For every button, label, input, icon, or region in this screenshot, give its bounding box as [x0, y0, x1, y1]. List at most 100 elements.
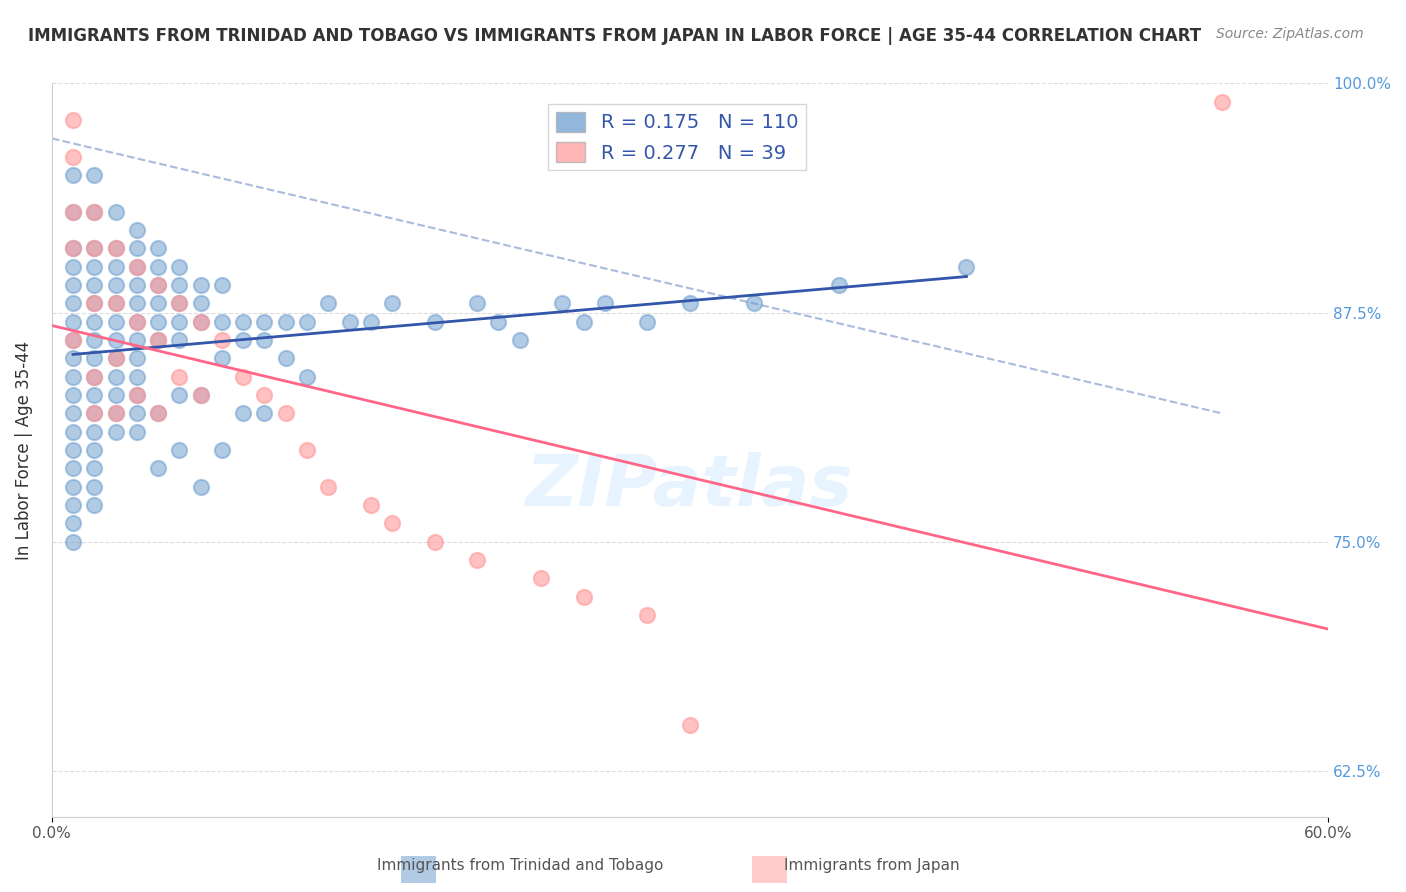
Point: [104, 204, 127, 219]
Point: [232, 369, 254, 384]
Point: [360, 315, 382, 329]
Point: [104, 260, 127, 274]
Point: [62, 461, 84, 475]
Point: [253, 406, 276, 420]
Point: [190, 278, 212, 293]
Point: [62, 498, 84, 512]
Point: [125, 241, 148, 255]
Point: [125, 388, 148, 402]
Point: [62, 388, 84, 402]
Point: [253, 315, 276, 329]
Point: [83, 351, 105, 366]
Point: [83, 425, 105, 439]
Point: [381, 296, 404, 310]
Point: [253, 388, 276, 402]
Point: [104, 406, 127, 420]
Point: [104, 241, 127, 255]
Point: [62, 113, 84, 128]
Point: [125, 223, 148, 237]
Point: [232, 315, 254, 329]
Point: [488, 315, 510, 329]
Point: [274, 351, 297, 366]
Point: [636, 315, 658, 329]
Point: [62, 150, 84, 164]
Point: [190, 388, 212, 402]
Point: [62, 278, 84, 293]
Point: [146, 461, 169, 475]
Point: [62, 480, 84, 494]
Point: [104, 241, 127, 255]
Point: [274, 315, 297, 329]
Point: [83, 480, 105, 494]
Text: Immigrants from Trinidad and Tobago: Immigrants from Trinidad and Tobago: [377, 858, 664, 872]
Point: [104, 351, 127, 366]
Point: [423, 315, 446, 329]
Point: [211, 333, 233, 347]
Point: [83, 241, 105, 255]
Point: [83, 315, 105, 329]
Point: [62, 406, 84, 420]
Point: [955, 260, 977, 274]
Point: [125, 369, 148, 384]
Point: [104, 296, 127, 310]
Point: [146, 296, 169, 310]
Point: [62, 516, 84, 531]
Point: [146, 241, 169, 255]
Point: [104, 425, 127, 439]
Point: [62, 315, 84, 329]
Point: [190, 315, 212, 329]
Point: [169, 296, 191, 310]
Point: [62, 204, 84, 219]
Text: Immigrants from Japan: Immigrants from Japan: [785, 858, 959, 872]
Point: [83, 369, 105, 384]
Point: [530, 571, 553, 585]
Point: [104, 369, 127, 384]
Point: [339, 315, 361, 329]
Point: [62, 425, 84, 439]
Point: [146, 278, 169, 293]
Point: [125, 278, 148, 293]
Point: [232, 406, 254, 420]
Point: [62, 204, 84, 219]
Point: [509, 333, 531, 347]
Point: [572, 590, 595, 604]
Point: [190, 388, 212, 402]
Point: [190, 480, 212, 494]
Point: [316, 480, 339, 494]
Point: [125, 296, 148, 310]
Point: [104, 278, 127, 293]
Point: [62, 351, 84, 366]
Point: [104, 388, 127, 402]
Point: [572, 315, 595, 329]
Point: [104, 296, 127, 310]
Point: [146, 406, 169, 420]
Point: [742, 296, 765, 310]
Point: [83, 168, 105, 182]
Point: [62, 333, 84, 347]
Point: [146, 333, 169, 347]
Point: [169, 388, 191, 402]
Point: [104, 333, 127, 347]
Point: [295, 443, 318, 458]
Point: [679, 296, 702, 310]
Point: [83, 204, 105, 219]
Point: [83, 296, 105, 310]
Point: [169, 369, 191, 384]
Point: [169, 443, 191, 458]
Point: [62, 241, 84, 255]
Point: [169, 296, 191, 310]
Point: [1211, 95, 1233, 109]
Legend: R = 0.175   N = 110, R = 0.277   N = 39: R = 0.175 N = 110, R = 0.277 N = 39: [548, 104, 806, 170]
Point: [636, 607, 658, 622]
Point: [423, 534, 446, 549]
Text: ZIPatlas: ZIPatlas: [526, 452, 853, 521]
Point: [828, 278, 851, 293]
Point: [551, 296, 574, 310]
Point: [125, 315, 148, 329]
Point: [83, 388, 105, 402]
Point: [62, 241, 84, 255]
Point: [125, 425, 148, 439]
Point: [125, 388, 148, 402]
Point: [211, 443, 233, 458]
Point: [211, 278, 233, 293]
